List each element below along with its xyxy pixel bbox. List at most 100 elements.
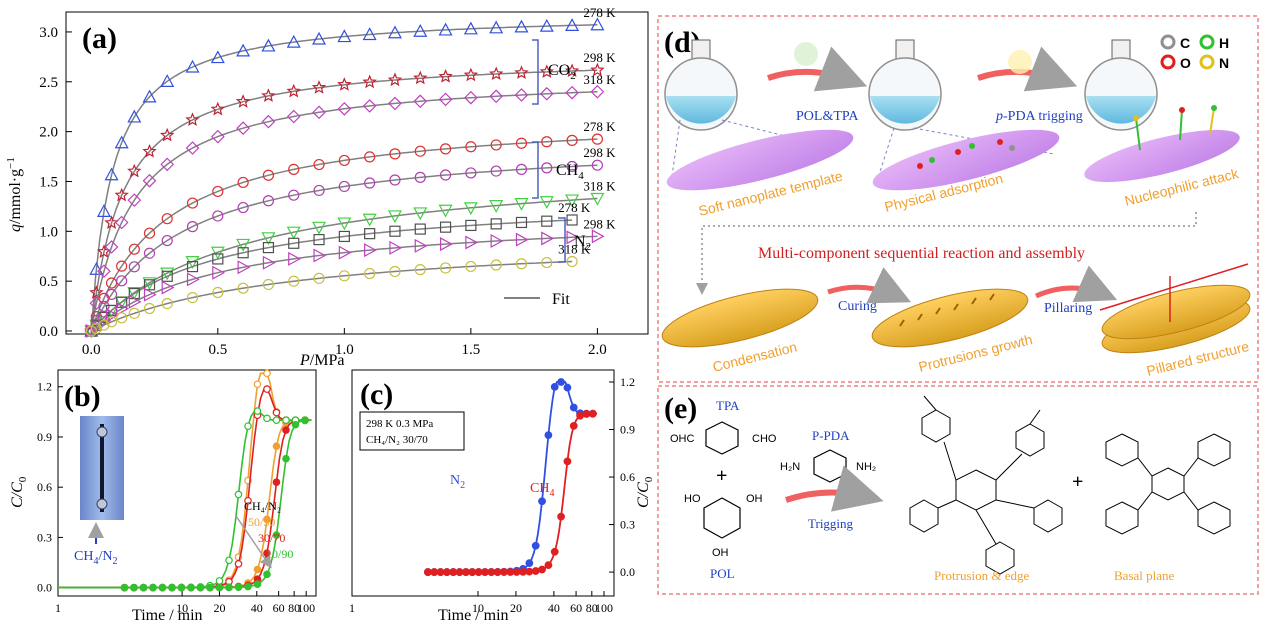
panel-c-x-label: Time / min <box>438 607 509 624</box>
legend-c-label: C <box>1180 35 1190 51</box>
curve-label-3: 278 K <box>583 119 616 134</box>
data-point <box>507 569 514 576</box>
condensation-plate <box>657 277 823 358</box>
data-point <box>545 562 552 569</box>
feed-gas-label: CH4/N2 <box>74 549 117 567</box>
data-point <box>526 560 533 567</box>
hollow-point <box>235 491 241 497</box>
data-point <box>488 569 495 576</box>
solid-point <box>302 417 308 423</box>
y-tick-label: 3.0 <box>39 25 58 41</box>
data-point <box>450 569 457 576</box>
curve-label-4: 298 K <box>583 145 616 160</box>
solid-point <box>245 583 251 589</box>
data-point <box>539 498 546 505</box>
protrusion-label: Protrusion & edge <box>934 568 1030 583</box>
panel-c: (c) 0.00.30.60.91.2 1 10 20 40 60 80100 Time … <box>349 370 655 624</box>
column-fitting-top <box>97 427 107 437</box>
series-7 <box>86 230 603 337</box>
ratio-legend-10-90: 10/90 <box>266 547 293 561</box>
y-tick-label: 0.5 <box>39 274 58 290</box>
bond <box>1030 410 1040 424</box>
solid-point <box>207 584 213 590</box>
series-8 <box>86 256 577 336</box>
hollow-point <box>216 578 222 584</box>
y-tick-label: 2.5 <box>39 75 58 91</box>
solid-point <box>159 584 165 590</box>
basal-label: Basal plane <box>1114 568 1175 583</box>
panel-b-y-label: C/C0 <box>9 476 29 508</box>
bond <box>1138 458 1152 476</box>
figure-canvas: (a) 0.00.51.01.52.02.53.0 0.0 0.5 1.0 1.5 2.… <box>0 0 1269 636</box>
protrusion-molecule <box>910 396 1062 574</box>
trigging-arrow <box>786 492 872 500</box>
data-point <box>558 513 565 520</box>
bond <box>1184 458 1198 476</box>
legend-o-dot <box>1162 56 1174 68</box>
condition-line-1: 298 K 0.3 MPa <box>366 418 433 430</box>
panel-a-x-label: P/MPa <box>299 352 344 369</box>
curve-label-2: 318 K <box>583 72 616 87</box>
tpa-ohc: OHC <box>670 433 695 445</box>
molecule-dot <box>997 139 1003 145</box>
ppda-ring <box>814 450 846 482</box>
legend-n-label: N <box>1219 55 1229 71</box>
data-point <box>545 432 552 439</box>
y-tick-label: 0.9 <box>620 423 635 437</box>
solid-point <box>283 427 289 433</box>
panel-a-series <box>85 19 603 337</box>
bond <box>996 454 1022 480</box>
series-3 <box>86 134 602 336</box>
molecule-dot <box>1009 145 1015 151</box>
process-title: Multi-component sequential reaction and … <box>758 245 1085 262</box>
tpa-cho: CHO <box>752 433 777 445</box>
pol-ho: HO <box>684 493 701 505</box>
data-point <box>513 569 520 576</box>
flask-1-neck <box>692 40 710 60</box>
legend-n-dot <box>1201 56 1213 68</box>
y-tick-label: 0.3 <box>620 518 635 532</box>
panel-b-y-ticks: 0.00.30.60.91.2 <box>37 380 63 595</box>
panel-d: (d) C H O N Soft nanoplate template POL&… <box>657 16 1258 382</box>
pol-oh-2: OH <box>712 547 729 559</box>
hollow-point <box>235 561 241 567</box>
panel-c-y-label: C/C0 <box>635 476 655 508</box>
ppda-nh2: NH₂ <box>856 461 876 473</box>
data-point <box>424 569 431 576</box>
panel-c-label: (c) <box>360 378 393 411</box>
solid-point <box>131 584 137 590</box>
fit-curve <box>91 165 597 331</box>
y-tick-label: 0.0 <box>620 565 635 579</box>
data-point <box>589 410 596 417</box>
x-tick-label: 100 <box>297 601 315 615</box>
atom-legend: C H O N <box>1162 35 1229 71</box>
ch4-group-label: CH4 <box>556 162 584 182</box>
condition-line-2: CH₄/N₂ 30/70 <box>366 434 428 446</box>
ppda-h2n: H₂N <box>780 461 800 473</box>
data-point <box>577 412 584 419</box>
tpa-ring <box>706 422 738 454</box>
curve-label-7: 298 K <box>583 216 616 231</box>
data-point <box>494 569 501 576</box>
curing-label: Curing <box>838 299 877 314</box>
series-2 <box>85 86 603 337</box>
solid-point <box>169 584 175 590</box>
data-point <box>520 568 527 575</box>
solid-point <box>254 566 260 572</box>
panel-b-x-label: Time / min <box>132 607 203 624</box>
ch4-bracket <box>532 142 538 198</box>
data-point <box>583 411 590 418</box>
solid-point <box>235 584 241 590</box>
solid-point <box>121 584 127 590</box>
ratio-legend-title: CH₄/N₂ <box>244 499 281 513</box>
panel-a: (a) 0.0 0.5 1.0 1.5 2.0 2.5 3.0 0.0 0.5 1.0 1.5 2.… <box>5 5 648 369</box>
panel-e-border <box>658 386 1258 594</box>
data-point <box>570 422 577 429</box>
pol-ring <box>1198 434 1230 466</box>
x-tick-label: 20 <box>510 601 522 615</box>
data-point <box>482 569 489 576</box>
hollow-point <box>245 423 251 429</box>
pol-ring <box>1106 502 1138 534</box>
hollow-point <box>283 417 289 423</box>
